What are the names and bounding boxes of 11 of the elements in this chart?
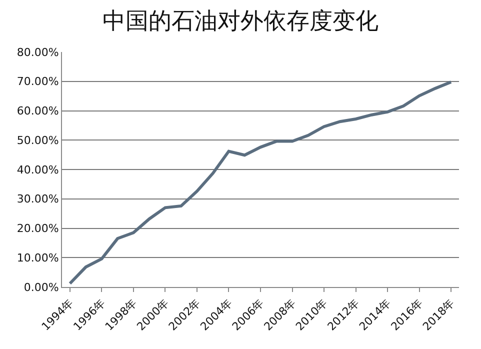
- line-series: [68, 80, 453, 285]
- y-tick-label: 50.00%: [16, 134, 59, 147]
- y-tick-label: 30.00%: [16, 192, 59, 206]
- y-tick-label: 40.00%: [16, 163, 59, 176]
- y-tick-label: 60.00%: [16, 104, 59, 118]
- y-tick-label: 80.00%: [16, 46, 59, 59]
- y-tick-label: 70.00%: [16, 75, 59, 88]
- y-tick-label: 10.00%: [16, 251, 59, 264]
- chart-title: 中国的石油对外依存度变化: [102, 8, 378, 34]
- y-tick-label: 20.00%: [16, 222, 59, 236]
- y-tick-label: 0.00%: [24, 280, 59, 294]
